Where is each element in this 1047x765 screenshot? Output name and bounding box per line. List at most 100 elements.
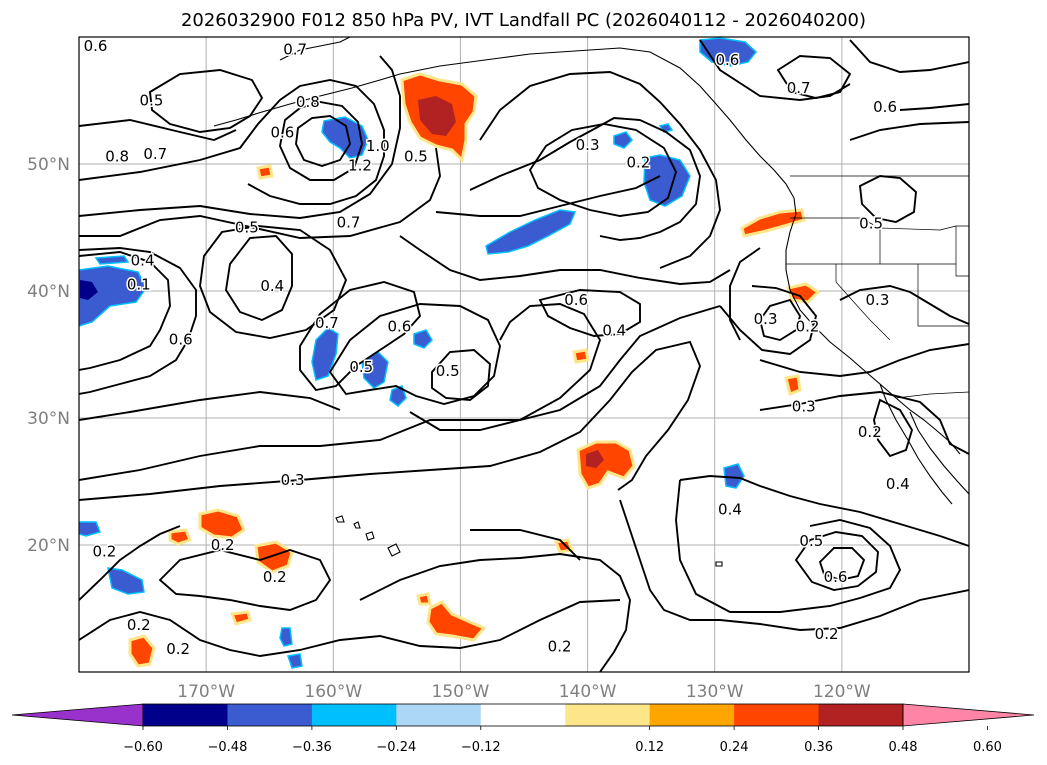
contour-value-label: 0.4 [260, 277, 284, 295]
pv-positive-area [784, 374, 802, 397]
pv-positive-area [198, 508, 246, 540]
pv-positive-area [128, 634, 156, 668]
contour-value-label: 0.2 [92, 542, 116, 560]
pv-contour [359, 553, 631, 672]
lat-tick-label: 40°N [27, 282, 70, 302]
contour-value-label: 0.6 [715, 51, 739, 69]
contour-value-label: 0.2 [858, 423, 882, 441]
contour-value-label: 0.6 [873, 98, 897, 116]
pv-positive-area [740, 208, 806, 238]
contour-value-label: 0.6 [387, 318, 411, 336]
colorbar-tick-label: −0.36 [292, 740, 332, 755]
colorbar-tick-label: −0.48 [208, 740, 248, 755]
longitude-tick-labels: 170°W 160°W 150°W 140°W 130°W 120°W [177, 682, 871, 702]
colorbar-tick-label: −0.24 [376, 740, 416, 755]
pv-negative-area [389, 385, 407, 407]
contour-value-label: 0.6 [564, 291, 588, 309]
contour-value-label: 0.5 [140, 92, 164, 110]
lat-tick-label: 30°N [27, 409, 70, 429]
gulf-of-alaska-coast [439, 47, 797, 233]
pv-positive-area [254, 540, 294, 574]
colorbar-tick-label: 0.60 [973, 740, 1002, 755]
pv-contour [79, 79, 385, 205]
pv-contour [776, 55, 852, 99]
colorbar-segment [311, 704, 397, 726]
contour-value-label: 0.6 [270, 123, 294, 141]
hawaii-island [335, 515, 345, 523]
colorbar-segment [734, 704, 819, 726]
colorbar-segment [396, 704, 482, 726]
contour-value-label: 1.2 [348, 156, 372, 174]
pv-negative-area [613, 131, 633, 149]
alaska-peninsula [279, 37, 351, 61]
colorbar: −0.60 −0.48 −0.36 −0.24 −0.12 0.12 0.24 0.36 0.4… [11, 703, 1035, 755]
colorbar-extend-min [11, 703, 144, 727]
pv-contour [759, 343, 969, 377]
pv-negative-area [107, 567, 145, 595]
pv-contour [858, 175, 917, 224]
contour-value-label: 0.8 [296, 93, 320, 111]
colorbar-outline [142, 703, 904, 727]
lat-tick-label: 50°N [27, 155, 70, 175]
pv-negative-area [79, 521, 102, 537]
hawaii-island [353, 521, 361, 529]
pv-contour [818, 547, 866, 581]
contour-value-label: 0.6 [84, 37, 108, 55]
pv-filled-contours [79, 37, 821, 669]
pv-contour-lines [79, 39, 969, 672]
contour-value-label: 0.3 [754, 310, 778, 328]
contour-value-label: 0.2 [626, 154, 650, 172]
pv-contour [431, 349, 491, 401]
pv-contour [79, 340, 702, 501]
contour-value-label: 0.5 [349, 358, 373, 376]
contour-value-label: 0.3 [792, 398, 816, 416]
mexico-border [895, 391, 969, 399]
pv-negative-area [279, 627, 293, 647]
colorbar-extend-max [902, 703, 1035, 727]
contour-value-label: 0.2 [815, 625, 839, 643]
lon-tick-label: 120°W [813, 682, 871, 702]
colorbar-tick-label: 0.48 [889, 740, 918, 755]
contour-value-label: 0.2 [211, 536, 235, 554]
pv-contour [79, 599, 621, 657]
contour-value-label: 0.4 [131, 252, 155, 270]
pv-contour [839, 285, 969, 325]
contour-value-label: 0.2 [166, 640, 190, 658]
pv-contour [279, 101, 363, 181]
pv-contour [409, 303, 602, 431]
pv-positive-area [256, 164, 274, 180]
pv-contour [679, 475, 969, 547]
pv-positive-area [416, 592, 432, 606]
contour-value-label: 0.6 [824, 568, 848, 586]
contour-value-label: 0.7 [283, 41, 307, 59]
pv-contour [295, 115, 352, 168]
colorbar-tick-label: 0.12 [635, 740, 664, 755]
pv-contour [79, 305, 721, 481]
colorbar-segment [818, 704, 904, 726]
contour-value-label: 0.3 [866, 291, 890, 309]
pv-contour [469, 117, 701, 241]
contour-value-label: 0.5 [436, 362, 460, 380]
pv-contour [79, 247, 197, 395]
contour-value-label: 0.2 [796, 318, 820, 336]
pv-positive-core [418, 96, 456, 136]
pv-contour [158, 548, 332, 611]
pv-contour [759, 391, 969, 455]
contour-value-label: 0.3 [576, 136, 600, 154]
contour-value-label: 0.4 [718, 500, 742, 518]
pv-negative-core [80, 280, 98, 300]
pv-negative-area [723, 463, 745, 489]
pv-contour [849, 121, 969, 141]
state-border [835, 264, 891, 341]
pv-contour [328, 303, 501, 405]
lon-tick-label: 170°W [177, 682, 235, 702]
pv-negative-area [94, 255, 130, 265]
pv-contour [538, 289, 641, 337]
contour-value-label: 0.7 [315, 314, 339, 332]
colorbar-segment [143, 704, 228, 726]
pv-positive-area [786, 282, 821, 304]
contour-value-label: 0.7 [143, 145, 167, 163]
pv-contour [399, 235, 731, 285]
island [715, 561, 723, 567]
colorbar-segment [649, 704, 735, 726]
